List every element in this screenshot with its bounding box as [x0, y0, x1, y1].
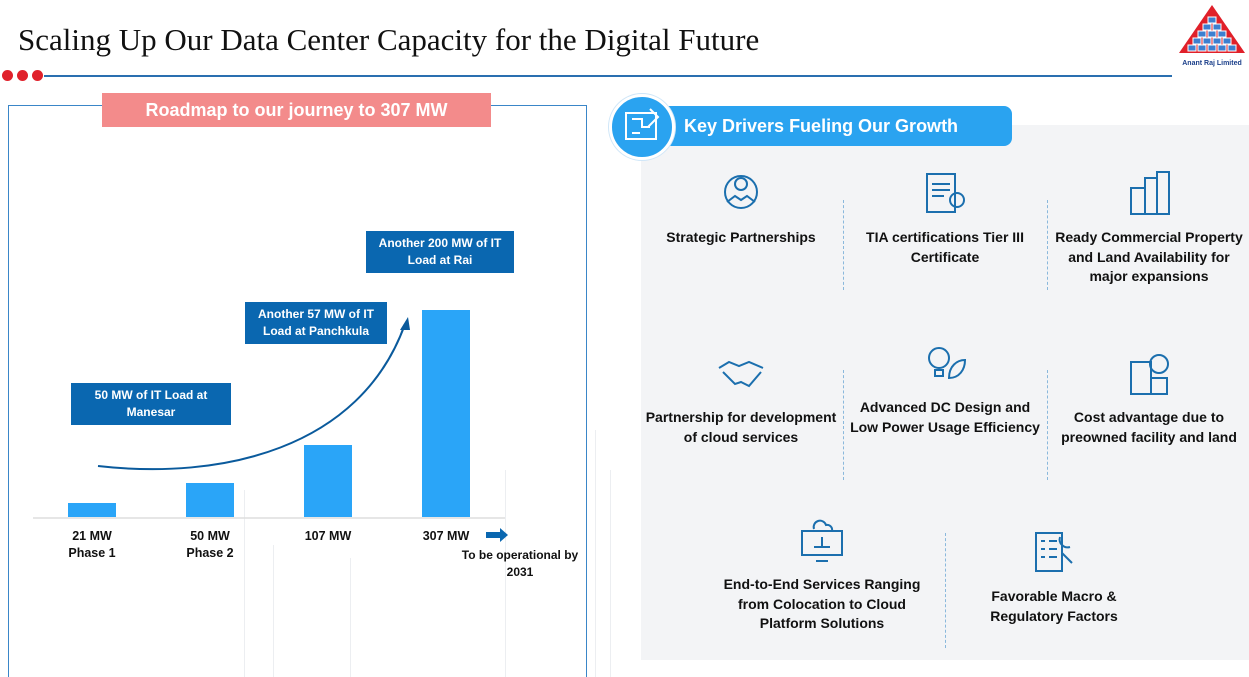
driver-label: End-to-End Services Ranging from Colocat… — [723, 576, 921, 631]
callout-manesar: 50 MW of IT Load at Manesar — [71, 383, 231, 425]
driver-label: Strategic Partnerships — [666, 229, 816, 245]
driver-label: TIA certifications Tier III Certificate — [866, 229, 1024, 265]
blueprint-icon — [609, 94, 675, 160]
operational-note: To be operational by 2031 — [461, 548, 579, 579]
circuit-line — [610, 470, 611, 677]
page-title: Scaling Up Our Data Center Capacity for … — [18, 22, 760, 57]
red-dot — [2, 70, 13, 81]
certificate-icon — [845, 168, 1045, 220]
bar-label: 307 MW — [422, 529, 470, 543]
gear-handshake-icon — [641, 168, 841, 220]
driver-label: Cost advantage due to preowned facility … — [1061, 409, 1237, 445]
bar-307-mw — [422, 310, 470, 517]
divider — [1047, 200, 1048, 290]
driver-label: Favorable Macro & Regulatory Factors — [990, 588, 1118, 624]
red-dot — [32, 70, 43, 81]
building-gear-icon — [1049, 348, 1249, 400]
driver-item: Partnership for development of cloud ser… — [641, 348, 841, 447]
bar-50-mw — [186, 483, 234, 517]
bar-label: 107 MW — [304, 529, 352, 543]
driver-item: Cost advantage due to preowned facility … — [1049, 348, 1249, 447]
drivers-header: Key Drivers Fueling Our Growth — [662, 106, 1012, 146]
driver-item: Ready Commercial Property and Land Avail… — [1049, 168, 1249, 287]
callout-panchkula: Another 57 MW of IT Load at Panchkula — [245, 302, 387, 344]
cloud-monitor-icon — [722, 515, 922, 567]
driver-item: End-to-End Services Ranging from Colocat… — [722, 515, 922, 634]
divider — [1047, 370, 1048, 480]
bar-107-mw — [304, 444, 352, 517]
circuit-line — [505, 470, 506, 677]
driver-label: Advanced DC Design and Low Power Usage E… — [850, 399, 1040, 435]
roadmap-banner: Roadmap to our journey to 307 MW — [102, 93, 491, 127]
bar-label: 21 MW — [72, 529, 112, 543]
circuit-line — [595, 430, 596, 677]
company-logo: Anant Raj Limited — [1177, 3, 1247, 67]
red-dot — [17, 70, 28, 81]
driver-item: TIA certifications Tier III Certificate — [845, 168, 1045, 267]
growth-arrow — [33, 317, 508, 542]
bar-sublabel: Phase 1 — [68, 546, 116, 560]
driver-item: Strategic Partnerships — [641, 168, 841, 248]
callout-rai: Another 200 MW of IT Load at Rai — [366, 231, 514, 273]
bar-21-mw — [68, 502, 116, 517]
divider — [843, 370, 844, 480]
bar-label: 50 MW — [190, 529, 230, 543]
buildings-icon — [1049, 168, 1249, 220]
circuit-line — [273, 545, 274, 677]
divider — [945, 533, 946, 648]
driver-label: Partnership for development of cloud ser… — [645, 409, 837, 445]
circuit-line — [350, 558, 351, 677]
divider — [843, 200, 844, 290]
checklist-gavel-icon — [954, 527, 1154, 579]
title-divider — [44, 75, 1172, 77]
handshake-icon — [641, 348, 841, 400]
bulb-leaf-icon — [845, 338, 1045, 390]
circuit-line — [244, 490, 245, 677]
driver-label: Ready Commercial Property and Land Avail… — [1055, 229, 1243, 284]
bar-sublabel: Phase 2 — [186, 546, 234, 560]
driver-item: Favorable Macro & Regulatory Factors — [954, 527, 1154, 626]
right-arrow-icon — [486, 528, 508, 542]
driver-item: Advanced DC Design and Low Power Usage E… — [845, 338, 1045, 437]
